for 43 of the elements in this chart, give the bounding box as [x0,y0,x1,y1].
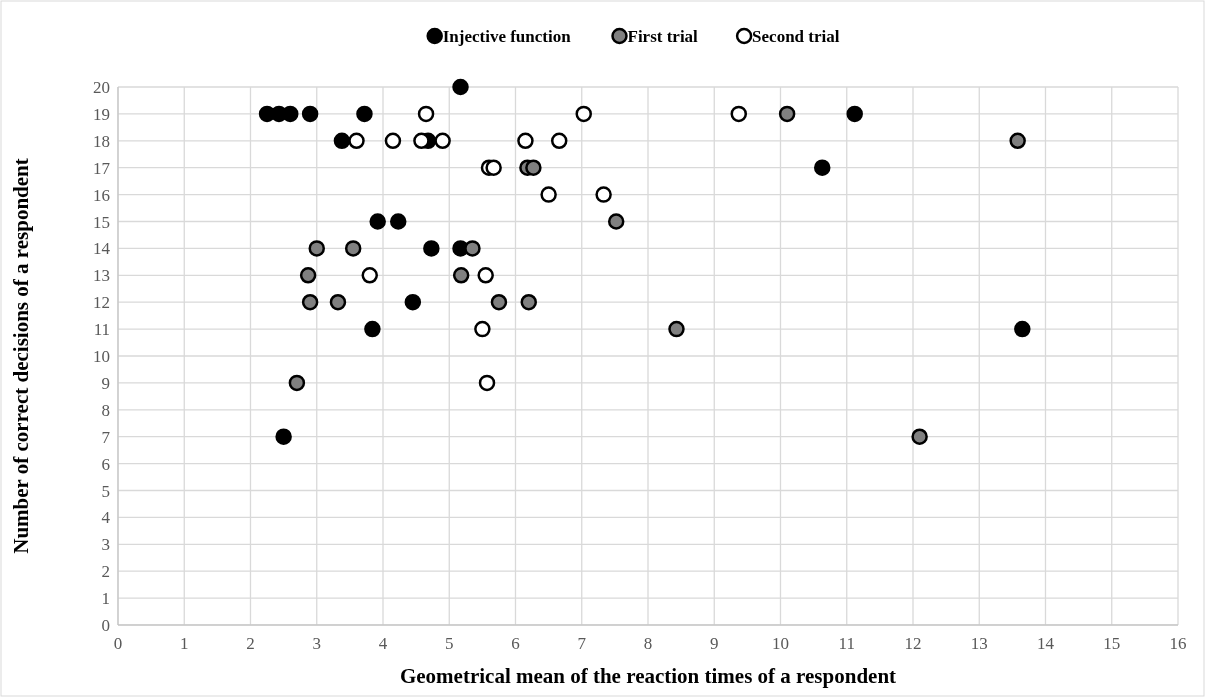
y-tick-label: 5 [101,481,110,501]
x-tick-label: 8 [643,634,653,653]
y-tick-label: 15 [93,212,110,232]
x-tick-label: 11 [838,634,855,653]
x-tick-label: 14 [1037,634,1055,653]
x-tick-label: 16 [1169,634,1187,653]
y-tick-label: 18 [93,131,110,151]
x-tick-label: 4 [378,634,388,653]
y-tick-label: 6 [101,454,110,474]
legend-label: Injective function [442,27,572,46]
y-tick-label: 13 [93,266,110,286]
y-tick-label: 14 [93,239,111,259]
y-tick-label: 20 [93,78,110,97]
x-tick-label: 1 [180,634,189,653]
x-tick-label: 13 [970,634,988,653]
legend-label: Second trial [752,27,840,46]
y-tick-label: 7 [101,427,111,447]
x-tick-label: 9 [710,634,719,653]
y-tick-label: 4 [101,508,111,528]
legend-label: First trial [627,27,699,46]
y-axis-title: Number of correct decisions of a respondent [9,158,33,554]
y-tick-label: 10 [93,347,110,366]
y-tick-label: 1 [101,589,110,609]
y-tick-label: 16 [93,185,110,205]
x-tick-label: 10 [772,634,789,653]
x-tick-label: 15 [1103,634,1121,653]
x-tick-label: 3 [312,634,321,653]
x-tick-label: 6 [511,634,520,653]
x-tick-label: 7 [577,634,587,653]
x-tick-label: 5 [445,634,454,653]
y-tick-label: 19 [93,104,110,124]
x-axis-title: Geometrical mean of the reaction times of a respondent [399,664,897,688]
y-tick-label: 17 [93,158,111,178]
y-tick-label: 8 [101,400,110,420]
y-tick-label: 2 [101,562,110,582]
x-tick-label: 0 [113,634,123,653]
y-tick-label: 3 [101,535,110,555]
y-tick-label: 0 [101,616,110,635]
x-tick-label: 12 [904,634,922,653]
x-tick-label: 2 [246,634,255,653]
y-tick-label: 9 [101,373,110,393]
y-tick-label: 11 [93,320,110,340]
y-tick-label: 12 [93,293,110,313]
